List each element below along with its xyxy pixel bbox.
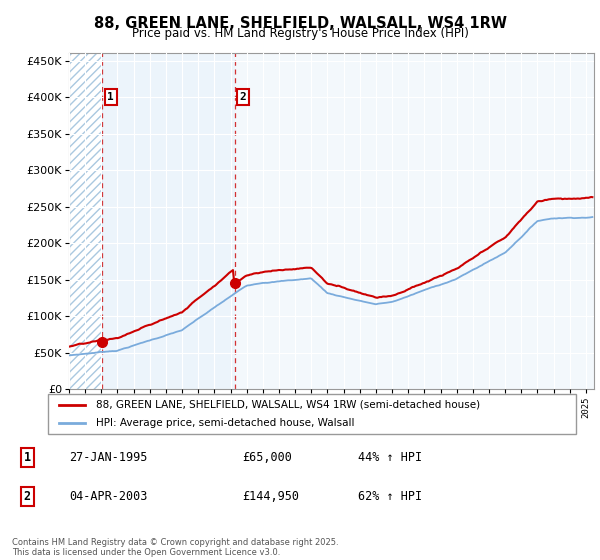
- Text: 88, GREEN LANE, SHELFIELD, WALSALL, WS4 1RW (semi-detached house): 88, GREEN LANE, SHELFIELD, WALSALL, WS4 …: [95, 400, 479, 410]
- Text: 27-JAN-1995: 27-JAN-1995: [70, 451, 148, 464]
- Bar: [69, 53, 103, 389]
- Bar: [103, 53, 235, 389]
- Text: 2: 2: [239, 92, 247, 102]
- Bar: [235, 53, 594, 389]
- Text: 44% ↑ HPI: 44% ↑ HPI: [358, 451, 422, 464]
- Text: 1: 1: [107, 92, 114, 102]
- Text: 1: 1: [23, 451, 31, 464]
- Text: Price paid vs. HM Land Registry's House Price Index (HPI): Price paid vs. HM Land Registry's House …: [131, 27, 469, 40]
- Text: HPI: Average price, semi-detached house, Walsall: HPI: Average price, semi-detached house,…: [95, 418, 354, 428]
- Text: £65,000: £65,000: [242, 451, 292, 464]
- Text: 2: 2: [23, 490, 31, 503]
- FancyBboxPatch shape: [48, 394, 576, 434]
- Text: 62% ↑ HPI: 62% ↑ HPI: [358, 490, 422, 503]
- Text: £144,950: £144,950: [242, 490, 299, 503]
- Text: 04-APR-2003: 04-APR-2003: [70, 490, 148, 503]
- Text: 88, GREEN LANE, SHELFIELD, WALSALL, WS4 1RW: 88, GREEN LANE, SHELFIELD, WALSALL, WS4 …: [94, 16, 506, 31]
- Text: Contains HM Land Registry data © Crown copyright and database right 2025.
This d: Contains HM Land Registry data © Crown c…: [12, 538, 338, 557]
